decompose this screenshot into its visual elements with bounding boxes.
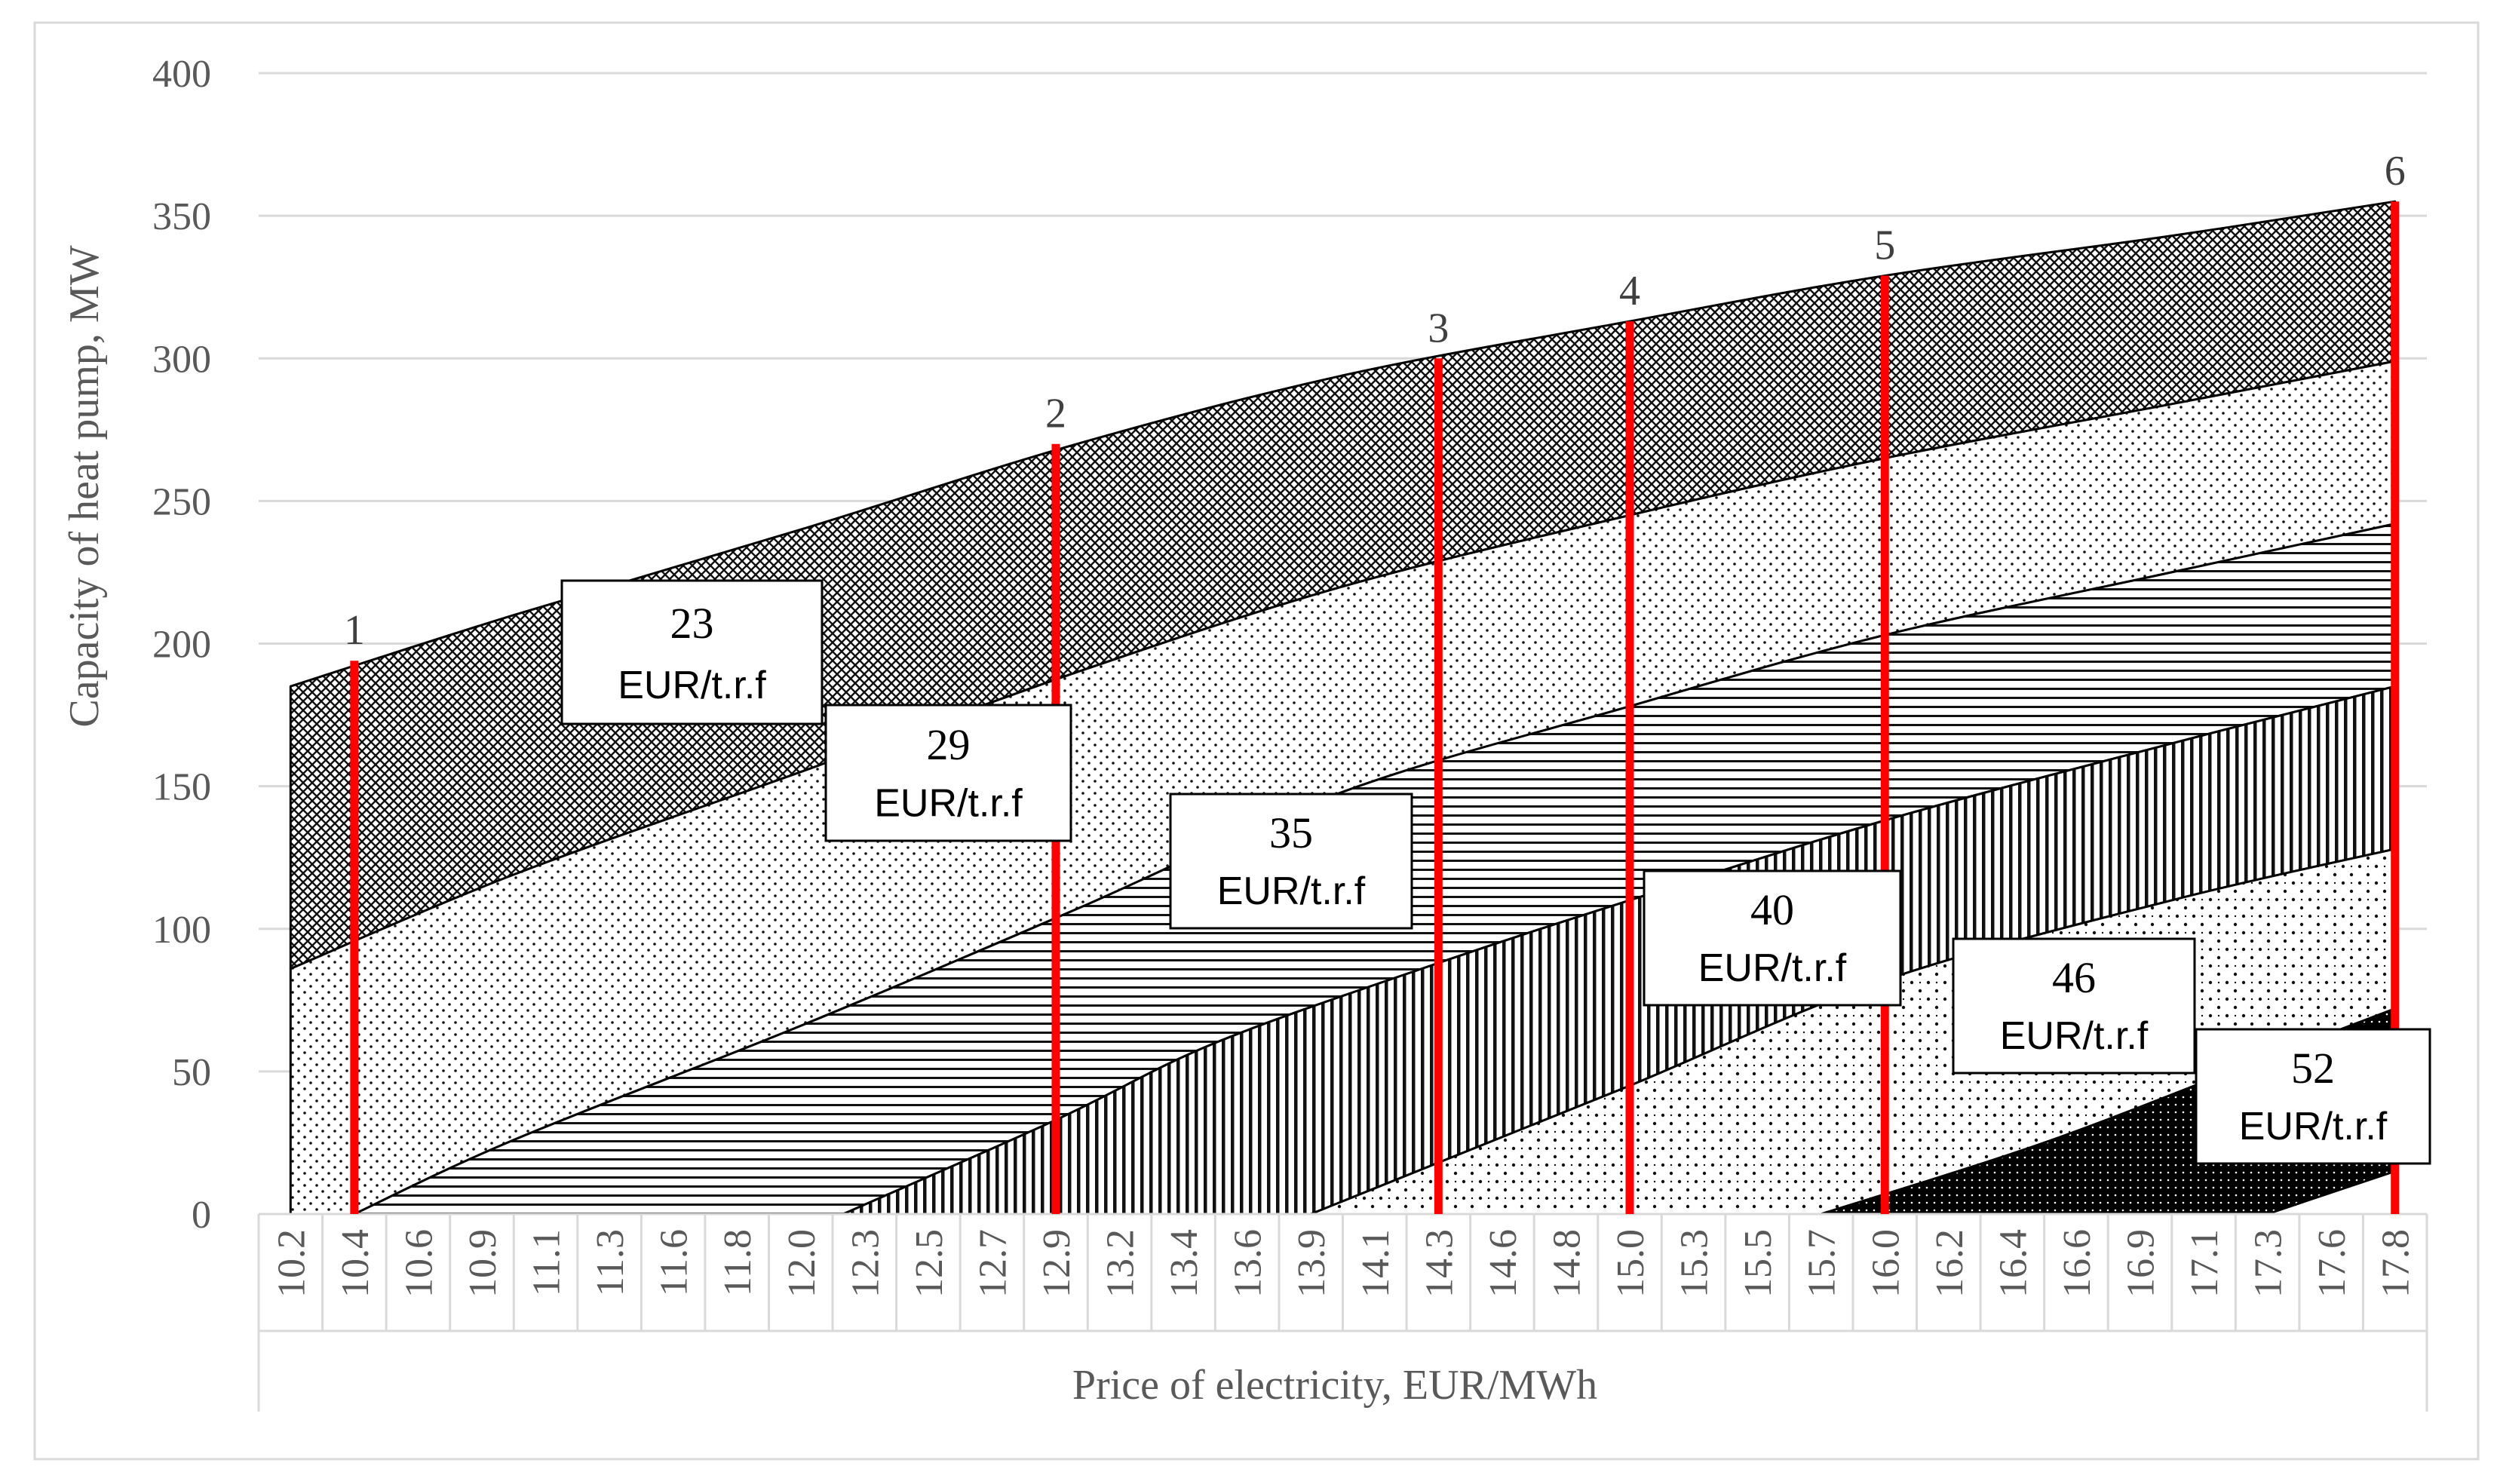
scenario-label-6: 6 [2385,148,2406,195]
band-label-35: 35 EUR/t.r.f [1169,793,1413,930]
band-label-unit: EUR/t.r.f [1217,869,1366,913]
x-tick-label: 11.8 [716,1229,759,1296]
x-tick-label: 17.3 [2247,1229,2290,1298]
y-tick-label: 50 [172,1051,211,1094]
x-tick-label: 12.3 [844,1229,887,1298]
band-label-box [560,579,824,725]
x-tick-label: 13.9 [1290,1229,1333,1298]
band-label-unit: EUR/t.r.f [2239,1105,2388,1148]
x-tick-label: 17.1 [2183,1229,2226,1298]
x-tick-label: 10.4 [334,1229,377,1298]
x-tick-label: 16.0 [1864,1229,1907,1298]
x-tick-label: 13.4 [1163,1229,1206,1298]
y-tick-label: 400 [152,53,211,96]
band-label-box [1169,793,1413,930]
band-label-box [1643,869,1902,1007]
scenario-label-3: 3 [1428,305,1449,351]
band-label-unit: EUR/t.r.f [2000,1014,2149,1058]
x-tick-label: 12.0 [781,1229,824,1298]
x-tick-label: 14.1 [1354,1229,1397,1298]
scenario-label-5: 5 [1874,222,1895,269]
x-tick-label: 10.2 [270,1229,313,1298]
x-tick-label: 14.3 [1418,1229,1461,1298]
x-tick-label: 16.4 [1992,1229,2035,1298]
y-tick-label: 300 [152,338,211,381]
scenario-label-2: 2 [1045,391,1066,437]
band-label-40: 40 EUR/t.r.f [1643,869,1902,1007]
x-tick-label: 14.8 [1545,1229,1588,1298]
band-label-value: 23 [670,599,714,648]
axes: 0 50 100 150 200 250 300 350 400 10.2 10.4 10.6 10.9… [152,53,2428,1412]
band-label-box [2195,1028,2431,1165]
band-label-value: 35 [1269,808,1313,857]
x-tick-label: 12.9 [1035,1229,1078,1298]
x-tick-label: 16.9 [2119,1229,2162,1298]
x-tick-label: 14.6 [1482,1229,1525,1298]
y-tick-label: 150 [152,766,211,809]
band-label-29: 29 EUR/t.r.f [824,704,1072,842]
band-label-unit: EUR/t.r.f [1698,946,1847,990]
band-label-box [824,704,1072,842]
x-tick-label: 13.6 [1227,1229,1270,1298]
x-tick-label: 11.1 [526,1229,569,1296]
x-tick-label: 11.6 [653,1229,696,1296]
band-label-value: 52 [2291,1044,2335,1093]
band-label-unit: EUR/t.r.f [874,782,1023,826]
band-label-46: 46 EUR/t.r.f [1952,937,2196,1075]
x-tick-label: 16.6 [2056,1229,2099,1298]
x-tick-label: 15.5 [1737,1229,1780,1298]
band-label-value: 29 [927,720,971,769]
scenario-label-1: 1 [344,607,365,654]
x-tick-label: 13.2 [1100,1229,1143,1298]
band-label-52: 52 EUR/t.r.f [2195,1028,2431,1165]
x-axis-title: Price of electricity, EUR/MWh [1072,1362,1597,1409]
x-tick-label: 12.5 [908,1229,951,1298]
x-tick-label: 17.8 [2375,1229,2418,1298]
x-tick-label: 16.2 [1928,1229,1971,1298]
x-tick-label: 15.3 [1673,1229,1716,1298]
band-label-box [1952,937,2196,1075]
band-label-23: 23 EUR/t.r.f [560,579,824,725]
x-tick-label: 10.6 [397,1229,440,1298]
y-tick-label: 250 [152,480,211,523]
x-tick-label: 11.3 [589,1229,632,1296]
band-label-value: 40 [1750,885,1794,934]
y-axis-title: Capacity of heat pump, MW [61,245,108,727]
scenario-label-4: 4 [1619,268,1640,314]
x-tick-label: 12.7 [971,1229,1014,1298]
x-tick-label: 17.6 [2311,1229,2354,1298]
x-tick-label: 10.9 [462,1229,505,1298]
band-labels: 23 EUR/t.r.f 29 EUR/t.r.f 35 EUR/t.r.f 40 EUR/t… [560,579,2431,1165]
y-tick-label: 100 [152,909,211,952]
x-tick-label: 15.7 [1801,1229,1844,1298]
y-tick-label: 200 [152,624,211,667]
y-tick-label: 0 [192,1194,211,1237]
x-tick-label: 15.0 [1609,1229,1652,1298]
y-tick-label: 350 [152,195,211,238]
band-label-value: 46 [2052,953,2096,1002]
band-label-unit: EUR/t.r.f [618,664,766,707]
